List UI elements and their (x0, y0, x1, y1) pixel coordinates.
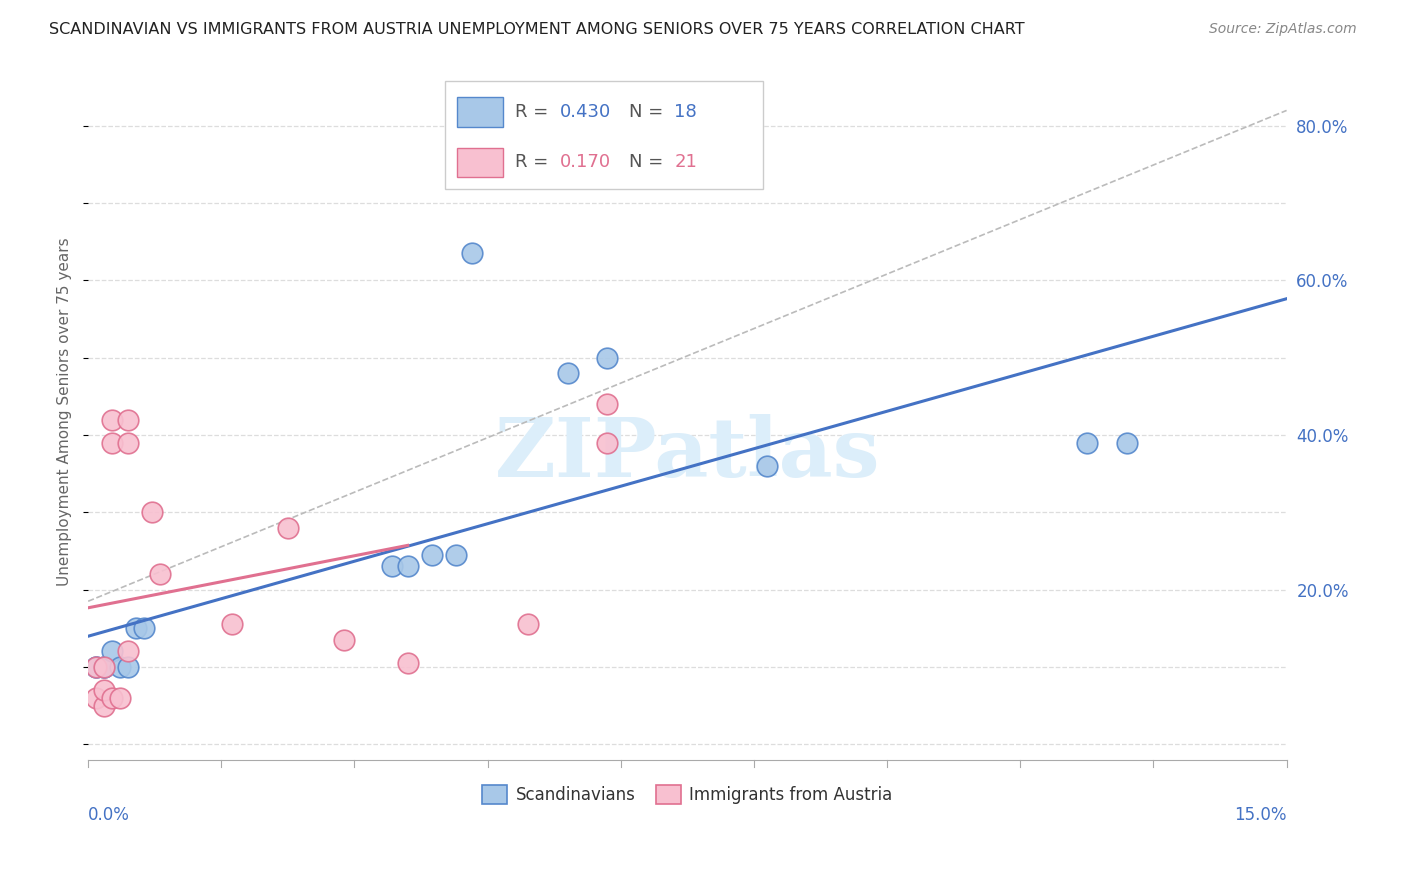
Point (396, 559, 419, 574)
Text: Source: ZipAtlas.com: Source: ZipAtlas.com (1209, 22, 1357, 37)
Point (1076, 435, 1098, 450)
Text: N =: N = (628, 103, 669, 121)
Point (84, 660, 107, 674)
Text: 0.170: 0.170 (561, 153, 612, 171)
Point (101, 690, 124, 705)
Text: N =: N = (628, 153, 669, 171)
Point (125, 621, 148, 635)
Text: R =: R = (515, 103, 554, 121)
Y-axis label: Unemployment Among Seniors over 75 years: Unemployment Among Seniors over 75 years (58, 237, 72, 586)
Point (93, 683, 115, 698)
Point (101, 412, 124, 426)
Point (381, 559, 404, 574)
Point (333, 632, 356, 647)
Text: R =: R = (515, 153, 554, 171)
Point (596, 397, 619, 411)
Point (596, 435, 619, 450)
Point (277, 521, 299, 535)
FancyBboxPatch shape (457, 147, 503, 177)
Point (117, 435, 139, 450)
Text: 21: 21 (675, 153, 697, 171)
Point (84, 690, 107, 705)
Point (117, 660, 139, 674)
Point (84, 660, 107, 674)
Text: SCANDINAVIAN VS IMMIGRANTS FROM AUSTRIA UNEMPLOYMENT AMONG SENIORS OVER 75 YEARS: SCANDINAVIAN VS IMMIGRANTS FROM AUSTRIA … (49, 22, 1025, 37)
Point (1115, 435, 1137, 450)
Point (221, 617, 243, 632)
Point (141, 505, 163, 519)
FancyBboxPatch shape (457, 97, 503, 127)
Point (149, 567, 172, 582)
Point (516, 617, 538, 632)
Legend: Scandinavians, Immigrants from Austria: Scandinavians, Immigrants from Austria (475, 778, 898, 811)
Text: 0.0%: 0.0% (89, 806, 129, 824)
Point (101, 644, 124, 658)
Point (396, 656, 419, 670)
Point (117, 644, 139, 658)
Point (108, 690, 131, 705)
Point (460, 246, 482, 260)
Point (444, 548, 467, 562)
Text: 0.430: 0.430 (561, 103, 612, 121)
Text: ZIPatlas: ZIPatlas (495, 414, 880, 493)
Point (93, 660, 115, 674)
Point (420, 548, 443, 562)
Point (93, 660, 115, 674)
Point (93, 660, 115, 674)
Point (557, 366, 579, 380)
Point (84, 660, 107, 674)
FancyBboxPatch shape (446, 81, 763, 189)
Point (756, 458, 779, 473)
Text: 15.0%: 15.0% (1234, 806, 1286, 824)
Point (108, 660, 131, 674)
Point (596, 351, 619, 365)
Point (93, 698, 115, 713)
Point (101, 435, 124, 450)
Point (117, 412, 139, 426)
Point (132, 621, 155, 635)
Text: 18: 18 (675, 103, 697, 121)
